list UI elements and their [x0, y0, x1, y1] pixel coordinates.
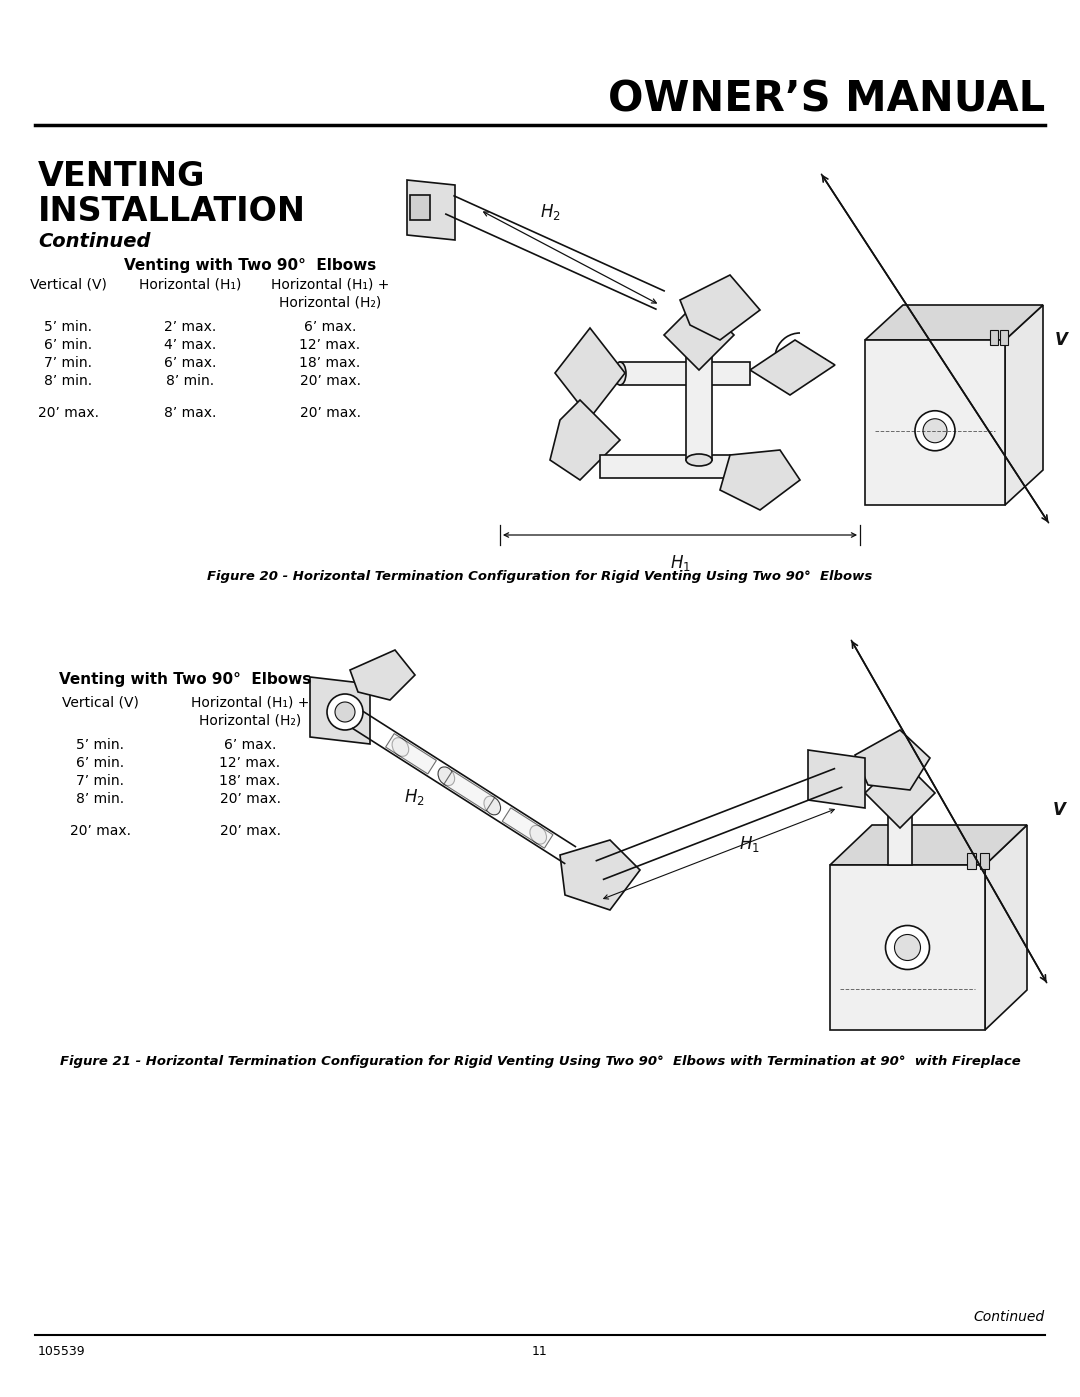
Text: 7’ min.: 7’ min.: [76, 774, 124, 788]
Text: VENTING: VENTING: [38, 161, 205, 193]
Circle shape: [894, 935, 920, 961]
Bar: [967, 854, 976, 869]
Text: Figure 21 - Horizontal Termination Configuration for Rigid Venting Using Two 90°: Figure 21 - Horizontal Termination Confi…: [59, 1055, 1021, 1067]
Bar: [686, 339, 712, 460]
Polygon shape: [664, 300, 734, 370]
Text: V: V: [1053, 800, 1066, 819]
Polygon shape: [865, 305, 1043, 339]
Polygon shape: [502, 807, 553, 848]
Polygon shape: [444, 771, 495, 812]
Text: 20’ max.: 20’ max.: [299, 407, 361, 420]
Text: Horizontal (H₁) +: Horizontal (H₁) +: [271, 278, 389, 292]
Ellipse shape: [392, 738, 408, 756]
Text: Horizontal (H₁) +: Horizontal (H₁) +: [191, 696, 309, 710]
Polygon shape: [555, 328, 625, 418]
Text: 12’ max.: 12’ max.: [219, 756, 281, 770]
Text: 105539: 105539: [38, 1345, 85, 1358]
Text: 2’ max.: 2’ max.: [164, 320, 216, 334]
Polygon shape: [550, 400, 620, 481]
Ellipse shape: [438, 767, 455, 785]
Bar: [831, 865, 985, 1030]
Bar: [620, 362, 750, 386]
Text: 8’ min.: 8’ min.: [44, 374, 92, 388]
Text: 6’ min.: 6’ min.: [44, 338, 92, 352]
Polygon shape: [831, 826, 1027, 865]
Text: $H_2$: $H_2$: [540, 203, 561, 222]
Text: Venting with Two 90°  Elbows: Venting with Two 90° Elbows: [124, 258, 376, 272]
Text: Horizontal (H₂): Horizontal (H₂): [279, 296, 381, 310]
Text: 6’ max.: 6’ max.: [224, 738, 276, 752]
Text: 5’ min.: 5’ min.: [44, 320, 92, 334]
Text: Continued: Continued: [974, 1310, 1045, 1324]
Polygon shape: [310, 678, 370, 745]
Bar: [600, 455, 730, 478]
Text: 8’ min.: 8’ min.: [76, 792, 124, 806]
Circle shape: [327, 694, 363, 731]
Polygon shape: [855, 731, 930, 789]
Text: $H_2$: $H_2$: [404, 787, 424, 807]
Text: 8’ min.: 8’ min.: [166, 374, 214, 388]
Bar: [888, 795, 912, 865]
Bar: [865, 339, 1005, 504]
Polygon shape: [350, 650, 415, 700]
Polygon shape: [865, 759, 935, 828]
Ellipse shape: [686, 454, 712, 467]
Circle shape: [335, 703, 355, 722]
Circle shape: [886, 925, 930, 970]
Text: 20’ max.: 20’ max.: [38, 407, 98, 420]
Text: Figure 20 - Horizontal Termination Configuration for Rigid Venting Using Two 90°: Figure 20 - Horizontal Termination Confi…: [207, 570, 873, 583]
Text: 4’ max.: 4’ max.: [164, 338, 216, 352]
Text: 20’ max.: 20’ max.: [219, 824, 281, 838]
Text: Horizontal (H₁): Horizontal (H₁): [139, 278, 241, 292]
Text: 7’ min.: 7’ min.: [44, 356, 92, 370]
Polygon shape: [680, 275, 760, 339]
Text: 6’ max.: 6’ max.: [303, 320, 356, 334]
Polygon shape: [985, 826, 1027, 1030]
Text: 6’ max.: 6’ max.: [164, 356, 216, 370]
Text: 6’ min.: 6’ min.: [76, 756, 124, 770]
Circle shape: [923, 419, 947, 443]
Text: 18’ max.: 18’ max.: [219, 774, 281, 788]
Text: 8’ max.: 8’ max.: [164, 407, 216, 420]
Bar: [990, 330, 998, 345]
Text: 18’ max.: 18’ max.: [299, 356, 361, 370]
Text: 12’ max.: 12’ max.: [299, 338, 361, 352]
Text: $H_1$: $H_1$: [670, 553, 690, 573]
Bar: [980, 854, 989, 869]
Polygon shape: [750, 339, 835, 395]
Polygon shape: [720, 450, 800, 510]
Ellipse shape: [686, 334, 712, 346]
Bar: [410, 196, 430, 219]
Ellipse shape: [484, 796, 500, 814]
Text: Vertical (V): Vertical (V): [29, 278, 107, 292]
Circle shape: [915, 411, 955, 451]
Text: Horizontal (H₂): Horizontal (H₂): [199, 714, 301, 728]
Text: Continued: Continued: [38, 232, 150, 251]
Polygon shape: [808, 750, 865, 807]
Text: V: V: [1055, 331, 1068, 349]
Text: 20’ max.: 20’ max.: [219, 792, 281, 806]
Polygon shape: [1005, 305, 1043, 504]
Text: 11: 11: [532, 1345, 548, 1358]
Text: INSTALLATION: INSTALLATION: [38, 196, 306, 228]
Ellipse shape: [615, 362, 626, 386]
Polygon shape: [407, 180, 455, 240]
Text: 20’ max.: 20’ max.: [69, 824, 131, 838]
Text: 20’ max.: 20’ max.: [299, 374, 361, 388]
Ellipse shape: [530, 826, 546, 844]
Bar: [1000, 330, 1008, 345]
Text: OWNER’S MANUAL: OWNER’S MANUAL: [608, 80, 1045, 122]
Text: Vertical (V): Vertical (V): [62, 696, 138, 710]
Text: $H_1$: $H_1$: [739, 834, 759, 854]
Polygon shape: [561, 840, 640, 909]
Text: 5’ min.: 5’ min.: [76, 738, 124, 752]
Polygon shape: [386, 733, 436, 774]
Text: Venting with Two 90°  Elbows: Venting with Two 90° Elbows: [59, 672, 311, 687]
